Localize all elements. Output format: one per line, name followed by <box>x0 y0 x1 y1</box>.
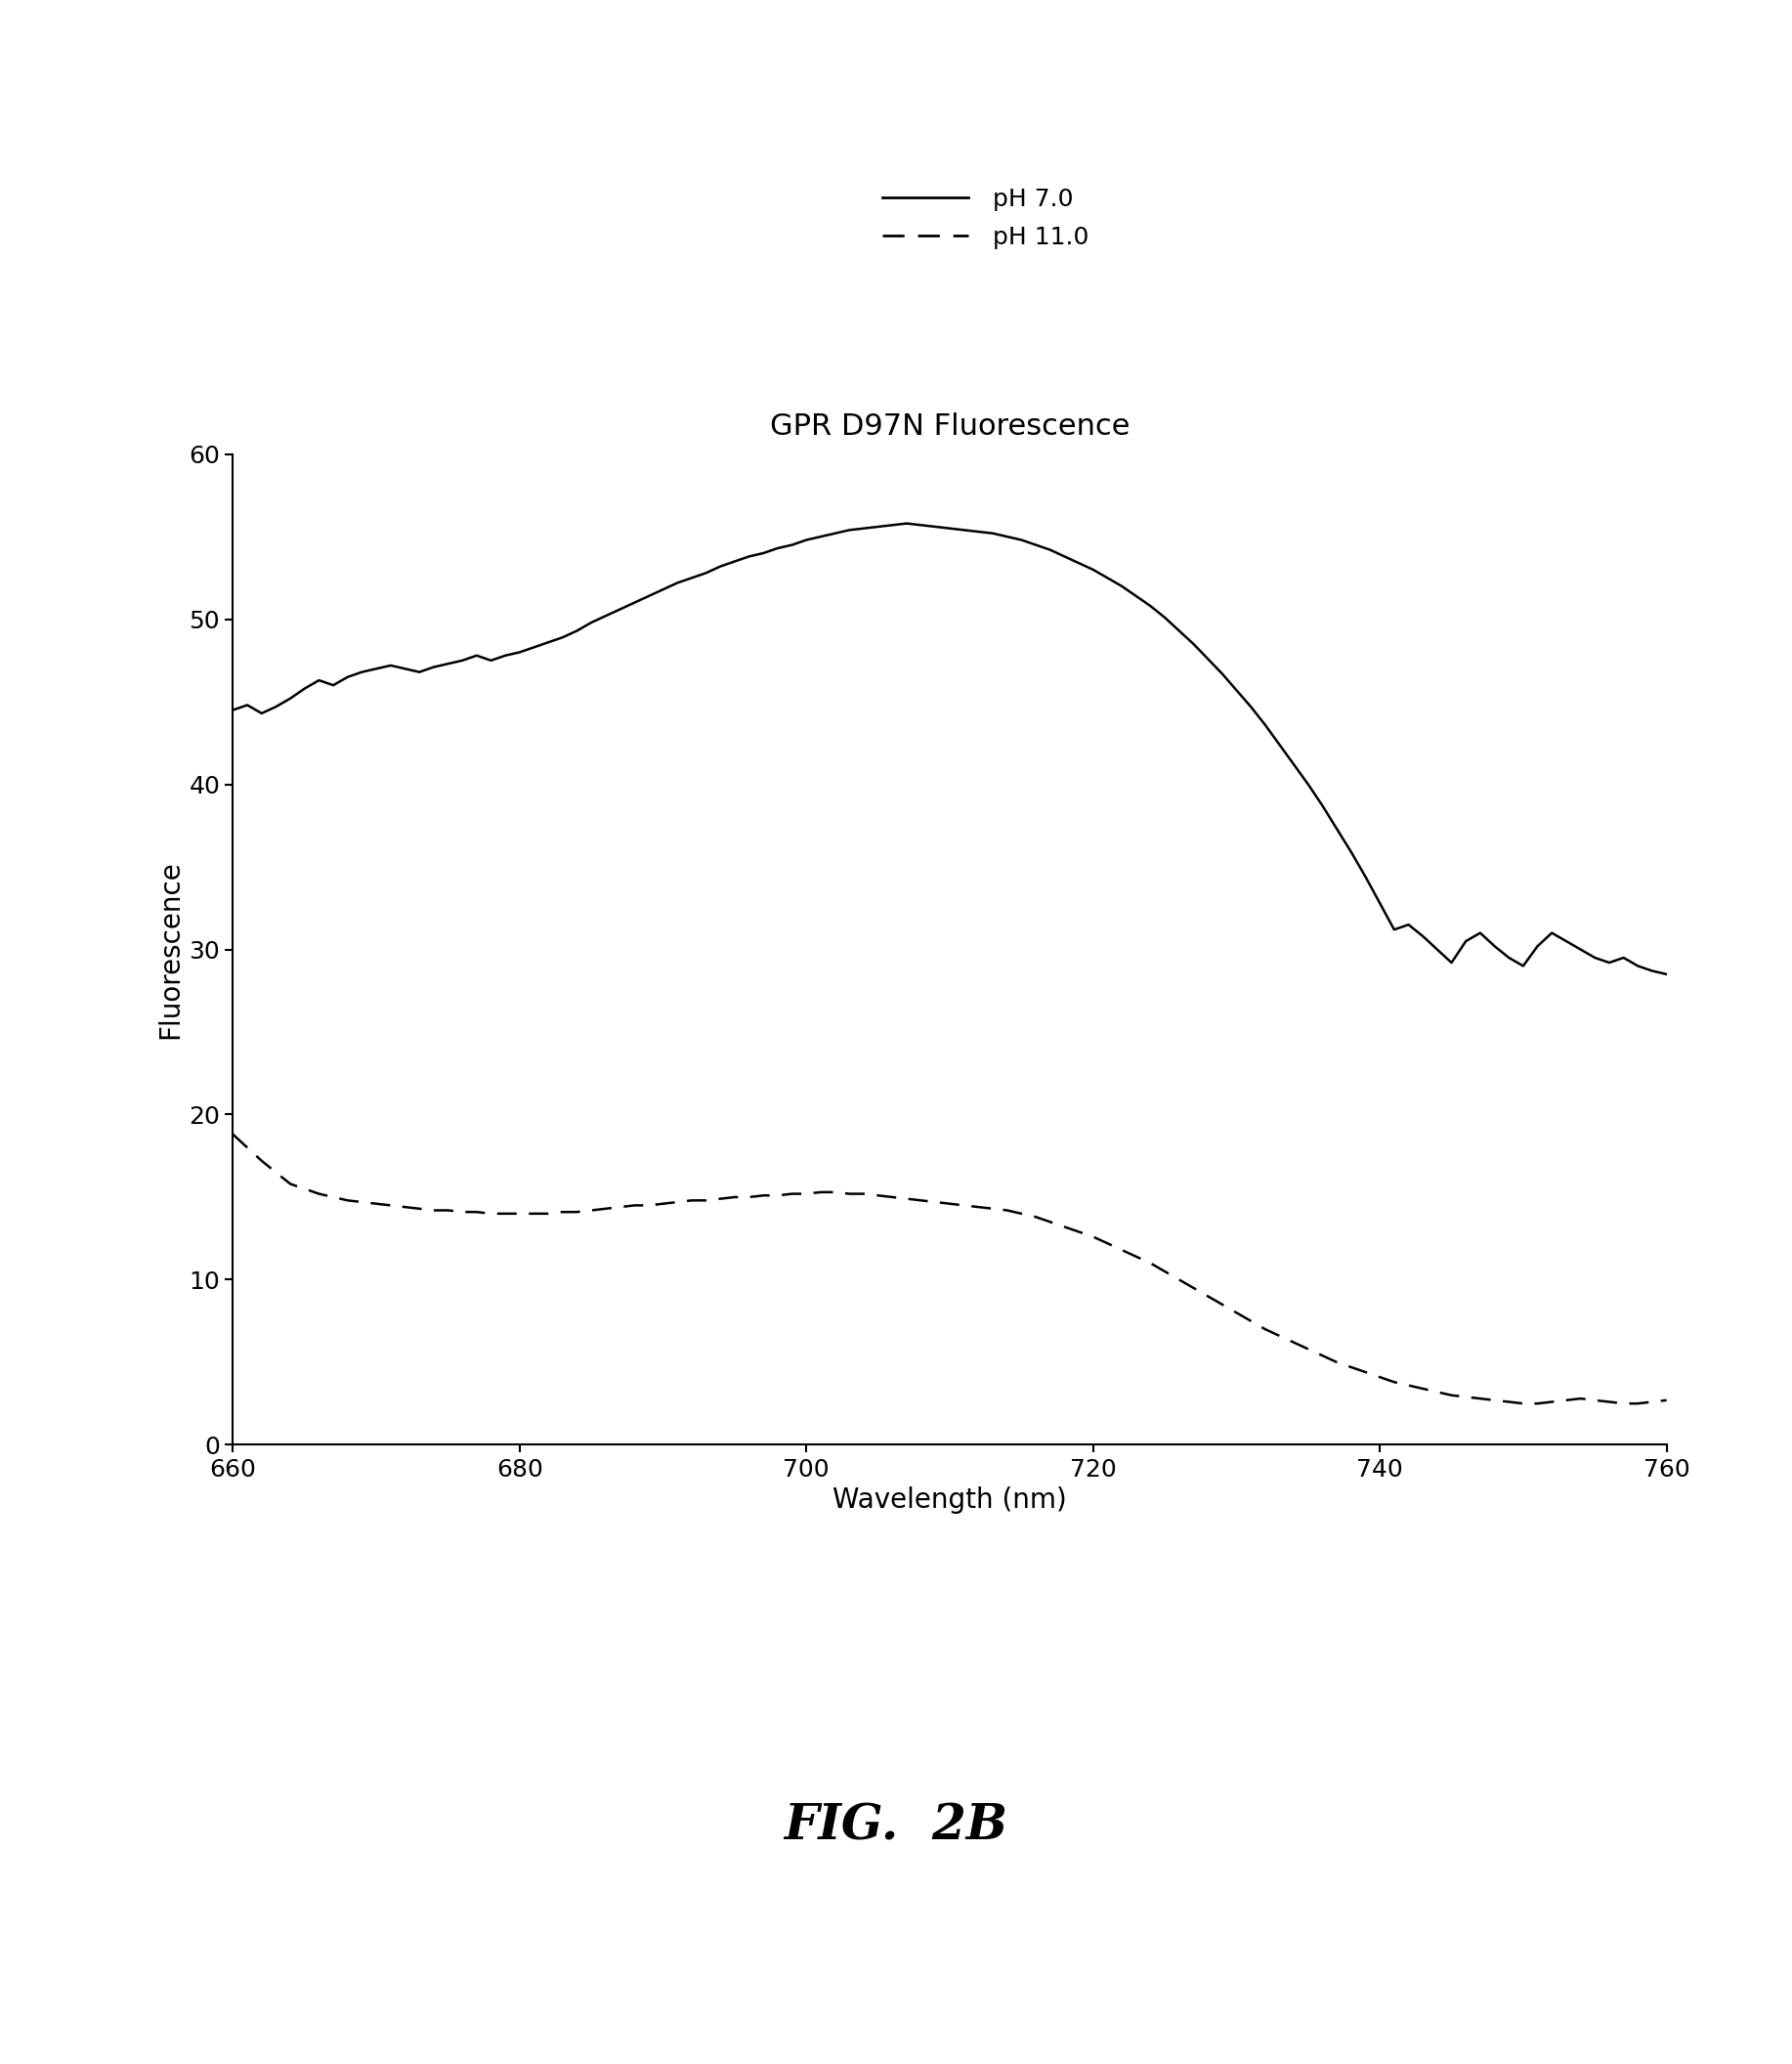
pH 7.0 <box>1312 793 1333 817</box>
Y-axis label: Fluorescence: Fluorescence <box>156 861 183 1038</box>
Text: FIG.  2B: FIG. 2B <box>785 1802 1007 1851</box>
pH 7.0 <box>323 673 344 698</box>
pH 11.0 <box>1656 1387 1677 1412</box>
pH 7.0 <box>1656 962 1677 987</box>
pH 7.0 <box>581 611 602 636</box>
Line: pH 11.0: pH 11.0 <box>233 1135 1667 1404</box>
pH 7.0 <box>1240 694 1262 718</box>
pH 7.0 <box>222 698 244 722</box>
pH 11.0 <box>1082 1224 1104 1249</box>
Line: pH 7.0: pH 7.0 <box>233 524 1667 974</box>
pH 11.0 <box>222 1123 244 1148</box>
pH 11.0 <box>1226 1300 1247 1325</box>
pH 11.0 <box>1297 1337 1319 1362</box>
pH 11.0 <box>323 1185 344 1210</box>
pH 7.0 <box>896 512 918 537</box>
pH 11.0 <box>882 1185 903 1210</box>
Title: GPR D97N Fluorescence: GPR D97N Fluorescence <box>771 413 1129 442</box>
pH 11.0 <box>1512 1391 1534 1416</box>
pH 7.0 <box>882 512 903 537</box>
Legend: pH 7.0, pH 11.0: pH 7.0, pH 11.0 <box>883 188 1088 250</box>
X-axis label: Wavelength (nm): Wavelength (nm) <box>833 1486 1066 1513</box>
pH 7.0 <box>1097 566 1118 590</box>
pH 11.0 <box>581 1197 602 1222</box>
